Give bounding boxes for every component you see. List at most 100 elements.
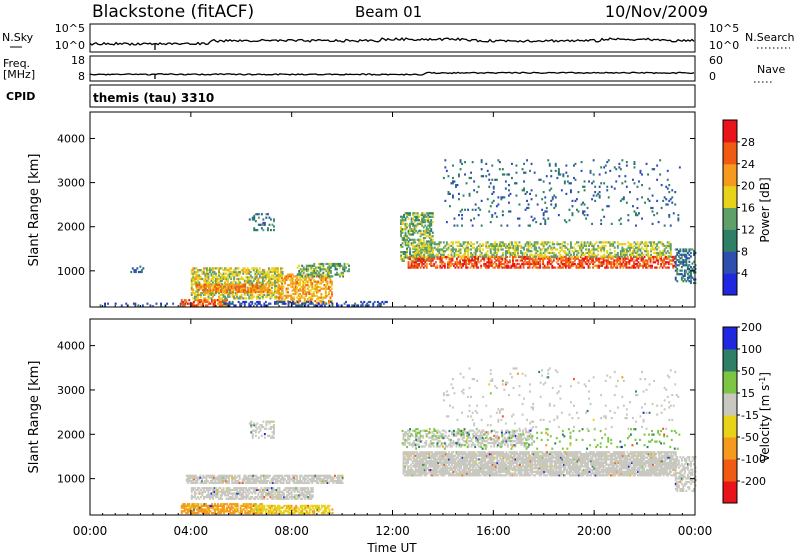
cpid-panel: CPID themis (tau) 3310 — [6, 84, 696, 108]
scatter-cell — [251, 216, 254, 219]
scatter-cell — [262, 229, 265, 232]
scatter-cell — [592, 194, 595, 197]
scatter-cell — [255, 496, 258, 499]
scatter-cell — [598, 191, 601, 194]
scatter-cell — [253, 216, 256, 219]
scatter-cell — [514, 250, 516, 253]
scatter-cell — [583, 214, 586, 217]
scatter-cell — [210, 277, 213, 281]
scatter-cell — [660, 262, 663, 266]
scatter-cell — [233, 304, 236, 307]
scatter-cell — [669, 224, 672, 227]
scatter-cell — [296, 287, 299, 290]
scatter-cell — [219, 481, 221, 484]
scatter-cell — [212, 277, 214, 281]
scatter-cell — [191, 478, 194, 481]
scatter-cell — [616, 253, 619, 256]
scatter-cell — [290, 285, 293, 289]
scatter-cell — [448, 266, 451, 269]
scatter-cell — [533, 259, 536, 262]
scatter-cell — [312, 291, 315, 294]
scatter-cell — [272, 281, 275, 284]
scatter-cell — [455, 253, 457, 256]
scatter-cell — [311, 266, 314, 269]
scatter-cell — [278, 276, 281, 279]
scatter-cell — [497, 203, 500, 206]
scatter-cell — [249, 276, 252, 279]
scatter-cell — [599, 257, 602, 260]
scatter-cell — [296, 282, 299, 285]
scatter-cell — [263, 293, 266, 296]
scatter-cell — [248, 272, 251, 275]
scatter-cell — [406, 215, 408, 218]
scatter-cell — [202, 488, 205, 492]
scatter-cell — [693, 271, 695, 274]
scatter-cell — [580, 203, 583, 206]
scatter-cell — [338, 478, 341, 481]
scatter-cell — [655, 259, 658, 262]
scatter-cell — [142, 267, 145, 270]
scatter-cell — [212, 267, 214, 270]
scatter-cell — [637, 266, 640, 269]
scatter-cell — [415, 229, 418, 232]
scatter-cell — [305, 292, 308, 296]
scatter-cell — [298, 271, 301, 274]
scatter-cell — [192, 488, 195, 492]
scatter-cell — [544, 221, 547, 224]
nsky-label: N.Sky — [2, 31, 34, 44]
scatter-cell — [316, 266, 319, 269]
scatter-cell — [300, 474, 303, 477]
scatter-cell — [406, 256, 408, 259]
scatter-cell — [104, 302, 106, 305]
scatter-cell — [520, 251, 522, 255]
scatter-cell — [536, 259, 539, 262]
scatter-cell — [264, 277, 267, 281]
scatter-cell — [254, 220, 257, 223]
colorbar-segment — [723, 229, 737, 252]
scatter-cell — [488, 244, 491, 247]
scatter-cell — [248, 487, 251, 490]
scatter-cell — [196, 295, 199, 298]
scatter-cell — [496, 255, 499, 259]
scatter-cell — [548, 261, 551, 264]
scatter-cell — [415, 262, 418, 266]
scatter-cell — [588, 244, 590, 247]
scatter-cell — [474, 203, 477, 206]
scatter-cell — [550, 251, 553, 255]
scatter-cell — [421, 255, 424, 258]
scatter-cell — [562, 173, 565, 176]
scatter-cell — [237, 490, 240, 493]
scatter-cell — [296, 278, 299, 281]
scatter-cell — [597, 246, 600, 249]
scatter-cell — [571, 212, 574, 215]
scatter-cell — [636, 185, 639, 188]
scatter-cell — [261, 297, 264, 300]
scatter-cell — [222, 272, 225, 275]
scatter-cell — [647, 255, 649, 258]
scatter-cell — [314, 287, 317, 290]
scatter-cell — [219, 293, 222, 296]
scatter-cell — [281, 284, 283, 287]
scatter-cell — [314, 285, 317, 289]
scatter-cell — [211, 476, 214, 479]
scatter-cell — [580, 246, 583, 249]
scatter-cell — [511, 253, 513, 256]
scatter-cell — [635, 214, 637, 217]
scatter-cell — [195, 274, 198, 277]
scatter-cell — [629, 250, 631, 253]
scatter-cell — [450, 259, 452, 262]
scatter-cell — [311, 287, 314, 290]
scatter-cell — [508, 210, 510, 213]
scatter-cell — [584, 262, 587, 266]
scatter-cell — [541, 248, 544, 251]
scatter-cell — [242, 289, 245, 292]
scatter-cell — [566, 264, 569, 267]
scatter-cell — [661, 266, 664, 269]
scatter-cell — [536, 203, 539, 206]
scatter-cell — [212, 269, 214, 272]
scatter-cell — [455, 184, 457, 187]
scatter-cell — [417, 255, 420, 258]
scatter-cell — [430, 257, 433, 260]
scatter-cell — [296, 478, 299, 481]
